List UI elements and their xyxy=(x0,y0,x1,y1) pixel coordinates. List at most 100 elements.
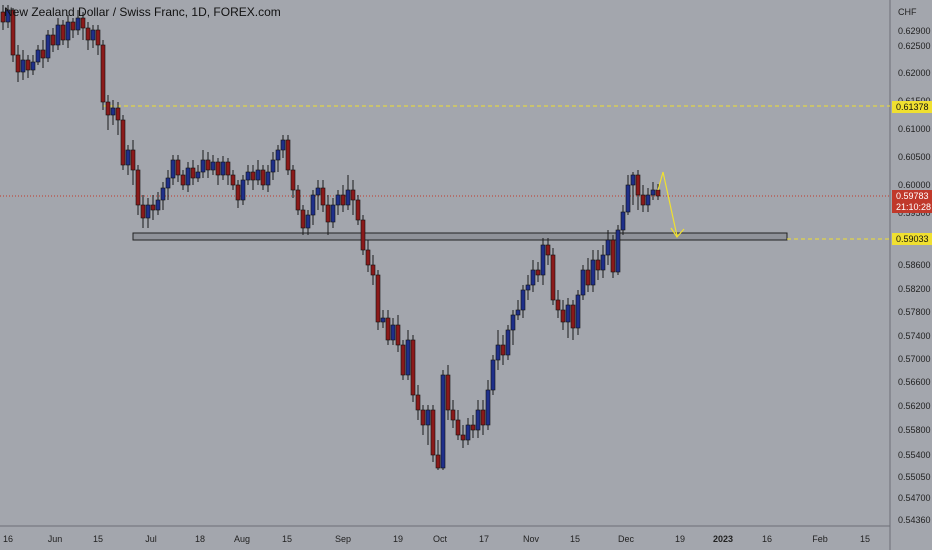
candle-body[interactable] xyxy=(380,317,386,323)
candle-body[interactable] xyxy=(430,409,436,456)
candle-body[interactable] xyxy=(130,149,136,171)
candle-body[interactable] xyxy=(570,304,576,329)
candle-body[interactable] xyxy=(230,174,236,186)
candle-body[interactable] xyxy=(650,189,656,196)
candle-body[interactable] xyxy=(175,159,181,176)
candle-body[interactable] xyxy=(575,294,581,329)
candle-body[interactable] xyxy=(480,409,486,426)
candle-body[interactable] xyxy=(20,59,26,73)
candle-body[interactable] xyxy=(475,409,481,431)
candle-body[interactable] xyxy=(145,204,151,219)
candle-body[interactable] xyxy=(15,54,21,73)
candle-body[interactable] xyxy=(250,171,256,181)
candle-body[interactable] xyxy=(220,161,226,176)
candle-body[interactable] xyxy=(460,434,466,441)
candle-body[interactable] xyxy=(445,374,451,411)
candle-body[interactable] xyxy=(235,184,241,201)
candle-body[interactable] xyxy=(305,214,311,229)
candle-body[interactable] xyxy=(465,424,471,441)
candle-body[interactable] xyxy=(35,49,41,63)
candle-body[interactable] xyxy=(555,299,561,311)
candle-body[interactable] xyxy=(350,189,356,201)
candle-body[interactable] xyxy=(325,204,331,223)
candle-body[interactable] xyxy=(205,159,211,171)
candle-body[interactable] xyxy=(50,34,56,46)
candle-body[interactable] xyxy=(425,409,431,426)
candle-body[interactable] xyxy=(370,264,376,276)
candle-body[interactable] xyxy=(375,274,381,323)
candle-body[interactable] xyxy=(405,339,411,376)
candle-body[interactable] xyxy=(245,171,251,181)
candle-body[interactable] xyxy=(470,424,476,431)
candle-body[interactable] xyxy=(55,24,61,46)
candle-body[interactable] xyxy=(500,344,506,356)
candle-body[interactable] xyxy=(335,194,341,206)
candle-body[interactable] xyxy=(155,199,161,211)
candle-body[interactable] xyxy=(315,187,321,196)
candle-body[interactable] xyxy=(260,169,266,186)
candle-body[interactable] xyxy=(625,184,631,213)
candle-body[interactable] xyxy=(295,189,301,211)
candle-body[interactable] xyxy=(520,289,526,311)
candle-body[interactable] xyxy=(340,194,346,206)
candle-body[interactable] xyxy=(185,167,191,186)
candle-body[interactable] xyxy=(125,149,131,166)
candle-body[interactable] xyxy=(550,254,556,301)
candle-body[interactable] xyxy=(270,159,276,173)
candle-body[interactable] xyxy=(160,187,166,201)
candle-body[interactable] xyxy=(560,309,566,323)
candle-body[interactable] xyxy=(195,171,201,179)
candle-body[interactable] xyxy=(200,159,206,173)
candle-body[interactable] xyxy=(150,204,156,211)
candle-body[interactable] xyxy=(65,21,71,41)
candle-body[interactable] xyxy=(540,244,546,276)
candle-body[interactable] xyxy=(530,269,536,286)
candle-body[interactable] xyxy=(645,194,651,206)
candle-body[interactable] xyxy=(140,204,146,219)
candle-body[interactable] xyxy=(395,324,401,346)
candle-body[interactable] xyxy=(310,194,316,216)
candle-body[interactable] xyxy=(190,167,196,179)
candle-body[interactable] xyxy=(25,59,31,71)
candle-body[interactable] xyxy=(635,174,641,196)
candle-body[interactable] xyxy=(545,244,551,256)
candle-body[interactable] xyxy=(45,34,51,59)
candle-body[interactable] xyxy=(365,249,371,266)
candle-body[interactable] xyxy=(510,314,516,331)
candle-body[interactable] xyxy=(215,161,221,176)
candle-body[interactable] xyxy=(75,17,81,31)
candle-body[interactable] xyxy=(105,101,111,116)
candle-body[interactable] xyxy=(455,419,461,436)
candle-body[interactable] xyxy=(400,344,406,376)
candle-body[interactable] xyxy=(640,194,646,206)
candle-body[interactable] xyxy=(390,324,396,341)
candle-body[interactable] xyxy=(115,107,121,121)
candle-body[interactable] xyxy=(515,309,521,316)
candle-body[interactable] xyxy=(265,171,271,186)
candle-body[interactable] xyxy=(450,409,456,421)
candle-body[interactable] xyxy=(10,9,16,56)
candle-body[interactable] xyxy=(0,11,6,23)
candle-body[interactable] xyxy=(100,44,106,103)
candle-body[interactable] xyxy=(590,259,596,286)
candle-body[interactable] xyxy=(600,254,606,271)
candle-body[interactable] xyxy=(120,119,126,166)
candle-body[interactable] xyxy=(385,317,391,341)
candle-body[interactable] xyxy=(620,211,626,231)
candle-body[interactable] xyxy=(240,179,246,201)
candle-body[interactable] xyxy=(95,29,101,46)
candle-body[interactable] xyxy=(490,359,496,391)
candle-body[interactable] xyxy=(585,269,591,286)
projection-arrow-line[interactable] xyxy=(662,171,678,237)
candle-body[interactable] xyxy=(30,61,36,71)
candle-body[interactable] xyxy=(255,169,261,181)
candle-body[interactable] xyxy=(80,17,86,29)
candle-body[interactable] xyxy=(85,27,91,41)
candle-body[interactable] xyxy=(280,139,286,151)
candle-body[interactable] xyxy=(110,107,116,116)
candle-body[interactable] xyxy=(90,29,96,41)
candle-body[interactable] xyxy=(605,239,611,256)
candle-body[interactable] xyxy=(415,394,421,411)
